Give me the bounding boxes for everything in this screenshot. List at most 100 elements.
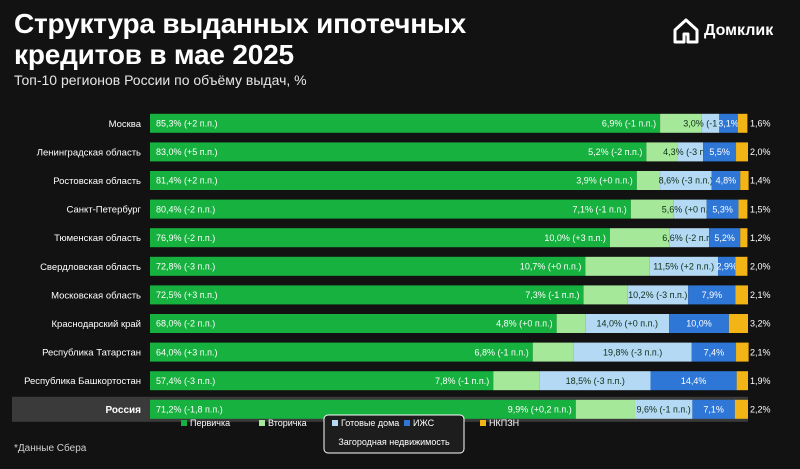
chart-legend: Первичка Вторичка Готовые дома ИЖС НКПЗН Заго… — [181, 414, 519, 454]
bar-segment — [709, 228, 741, 248]
bar-segment — [734, 399, 748, 419]
data-label: 2,9% — [717, 262, 738, 272]
bar-row: Тюменская область 76,9% (-2 п.п.) 10,0% (+… — [54, 228, 771, 248]
data-label: 8,6% (-3 п.п.) — [659, 176, 713, 186]
data-label: 10,0% (+3 п.п.) — [544, 233, 606, 243]
bar-segment — [660, 171, 712, 190]
bar-segment — [493, 371, 540, 391]
data-label: 1,4% — [750, 176, 771, 186]
bar-segment — [711, 171, 741, 190]
house-logo-icon — [673, 18, 699, 44]
bar-segment — [736, 142, 748, 162]
bar-segment — [150, 314, 557, 333]
data-label: 85,3% (+2 п.п.) — [156, 119, 218, 129]
category-label: Москва — [109, 119, 142, 130]
data-label: 83,0% (+5 п.п.) — [156, 147, 218, 157]
bar-row: Свердловская область 72,8% (-3 п.п.) 10,7%… — [40, 256, 771, 276]
legend-label: Вторичка — [268, 418, 307, 428]
data-label: 6,8% (-1 п.п.) — [474, 347, 528, 357]
footnote: *Данные Сбера — [14, 443, 87, 454]
legend-swatch — [259, 420, 265, 426]
data-label: 2,2% — [750, 405, 771, 415]
data-label: 3,9% (+0 п.п.) — [576, 176, 633, 186]
data-label: 14,0% (+0 п.п.) — [596, 319, 658, 329]
bar-row: Москва 85,3% (+2 п.п.) 6,9% (-1 п.п.) 3,0% … — [109, 113, 771, 133]
data-label: 7,1% — [703, 405, 724, 415]
data-label: 3,1% — [718, 119, 739, 129]
data-label: 6,9% (-1 п.п.) — [602, 119, 656, 129]
data-label: 2,0% — [750, 262, 771, 272]
bar-segment — [650, 371, 737, 391]
bar-row: Ростовская область 81,4% (+2 п.п.) 3,9% (+… — [53, 171, 771, 190]
bar-segment — [636, 171, 661, 190]
data-label: 80,4% (-2 п.п.) — [156, 204, 215, 214]
bar-segment — [627, 285, 689, 305]
bar-segment — [646, 142, 678, 162]
bar-segment — [630, 199, 674, 219]
bar-segment — [692, 399, 735, 419]
data-label: 10,2% (-3 п.п.) — [628, 290, 687, 300]
legend-swatch — [181, 420, 187, 426]
bar-segment — [573, 342, 692, 362]
data-label: 1,2% — [750, 233, 771, 243]
category-label: Тюменская область — [54, 233, 141, 244]
legend-label: Первичка — [190, 418, 230, 428]
data-label: 7,8% (-1 п.п.) — [435, 376, 489, 386]
bar-segment — [150, 142, 647, 162]
data-label: 18,5% (-3 п.п.) — [566, 376, 625, 386]
bar-segment — [728, 314, 748, 333]
data-label: 7,9% — [702, 290, 723, 300]
bar-segment — [585, 314, 670, 333]
data-label: 5,3% — [712, 204, 733, 214]
legend-group-box — [323, 414, 465, 454]
bar-segment — [688, 285, 736, 305]
bar-segment — [736, 371, 748, 391]
data-label: 3,2% — [750, 319, 771, 329]
bar-segment — [735, 285, 748, 305]
bar-rows: Москва 85,3% (+2 п.п.) 6,9% (-1 п.п.) 3,0% … — [12, 113, 771, 422]
bar-segment — [677, 142, 704, 162]
data-label: 2,0% — [750, 147, 771, 157]
data-label: 7,4% — [704, 347, 725, 357]
bar-segment — [740, 171, 749, 190]
bar-segment — [150, 228, 610, 248]
data-label: 4,3% (-3 п.п.) — [663, 147, 717, 157]
bar-segment — [673, 199, 707, 219]
data-label: 7,1% (-1 п.п.) — [573, 204, 627, 214]
data-label: 64,0% (+3 п.п.) — [156, 347, 218, 357]
legend-swatch — [480, 420, 486, 426]
bar-segment — [718, 256, 736, 276]
bar-row: Краснодарский край 68,0% (-2 п.п.) 4,8% (+… — [52, 314, 771, 333]
chart-subtitle: Топ-10 регионов России по объёму выдач, … — [14, 72, 307, 88]
bar-segment — [649, 256, 719, 276]
bar-row: Ленинградская область 83,0% (+5 п.п.) 5,2%… — [37, 142, 771, 162]
data-label: 72,8% (-3 п.п.) — [156, 262, 215, 272]
category-label: Республика Татарстан — [42, 348, 141, 359]
bar-segment — [150, 113, 661, 133]
data-label: 2,1% — [750, 290, 771, 300]
bar-segment — [150, 171, 637, 190]
bar-segment — [719, 113, 738, 133]
data-label: 72,5% (+3 п.п.) — [156, 290, 218, 300]
data-label: 4,8% (+0 п.п.) — [496, 319, 553, 329]
legend-label: Готовые дома — [341, 418, 399, 428]
data-label: 4,8% — [716, 176, 737, 186]
data-label: 68,0% (-2 п.п.) — [156, 319, 215, 329]
bar-segment — [736, 342, 749, 362]
bar-segment — [585, 256, 650, 276]
bar-segment — [701, 113, 720, 133]
legend-group-label: Загородная недвижимость — [338, 437, 450, 447]
bar-segment — [706, 199, 739, 219]
bar-row: Республика Татарстан 64,0% (+3 п.п.) 6,8% … — [42, 342, 771, 362]
bar-segment — [691, 342, 737, 362]
bar-segment — [660, 113, 702, 133]
data-label: 19,8% (-3 п.п.) — [603, 347, 662, 357]
data-label: 5,2% — [714, 233, 735, 243]
bar-segment — [150, 342, 533, 362]
data-label: 1,9% — [750, 376, 771, 386]
bar-segment — [150, 399, 576, 419]
category-label: Ростовская область — [53, 176, 141, 187]
bar-segment — [703, 142, 737, 162]
data-label: 9,9% (+0,2 п.п.) — [508, 405, 572, 415]
